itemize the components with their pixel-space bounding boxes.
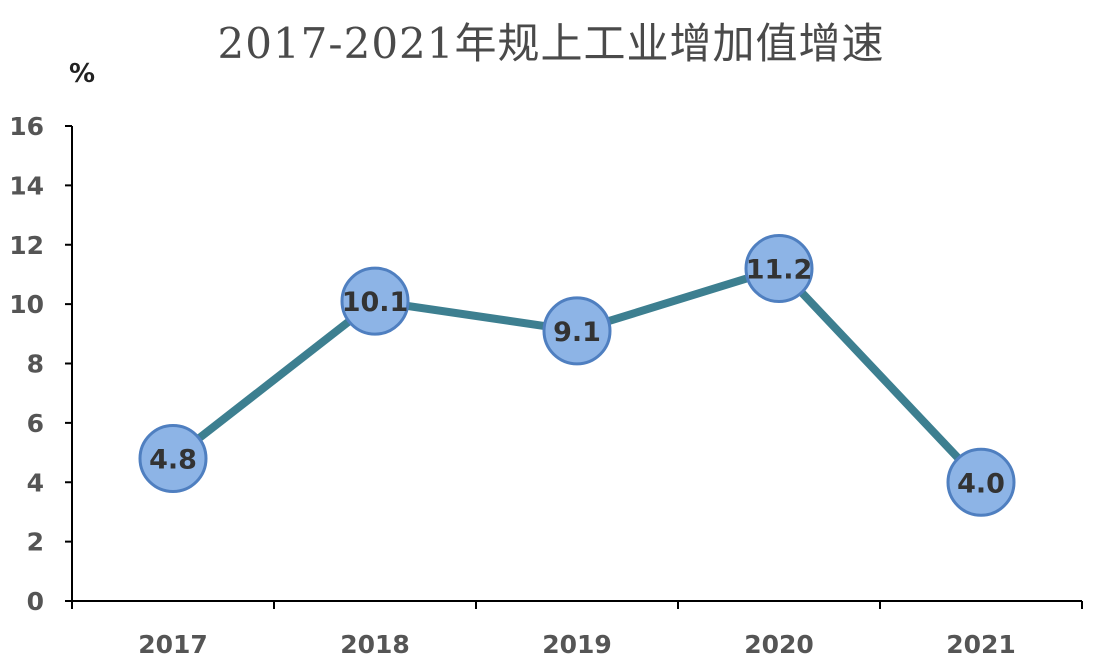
y-tick-label: 2: [27, 528, 44, 557]
data-point-marker: [542, 296, 612, 366]
y-tick-label: 8: [27, 350, 44, 379]
data-point-marker: [946, 447, 1016, 517]
data-point-marker: [744, 234, 814, 303]
x-tick-label: 2018: [340, 630, 410, 659]
y-tick-label: 10: [9, 290, 44, 319]
y-tick-label: 16: [9, 112, 44, 141]
y-tick-label: 14: [9, 171, 44, 200]
data-label: 11.2: [746, 255, 813, 286]
x-tick-label: 2017: [138, 630, 208, 659]
x-tick-label: 2020: [744, 630, 814, 659]
y-tick-label: 6: [27, 409, 44, 438]
data-label: 10.1: [342, 287, 409, 318]
x-tick-label: 2019: [542, 630, 612, 659]
data-point-marker: [138, 424, 208, 493]
x-tick-label: 2021: [946, 630, 1016, 659]
x-axis-ticks: 2017 2018 2019 2020 2021: [71, 601, 1083, 659]
y-tick-label: 4: [27, 468, 44, 497]
y-tick-label: 0: [27, 587, 44, 616]
chart-title: 2017-2021年规上工业增加值增速: [217, 19, 885, 68]
data-label: 4.0: [957, 468, 1005, 499]
markers-group: [138, 234, 1016, 517]
data-label: 4.8: [149, 445, 197, 476]
y-axis-unit-label: %: [69, 59, 95, 89]
data-point-marker: [340, 266, 410, 336]
data-label: 9.1: [553, 317, 601, 348]
y-tick-label: 12: [9, 231, 44, 260]
y-axis-ticks: 0 2 4 6 8 10 12 14 16: [9, 112, 72, 616]
data-labels-group: 4.8 10.1 9.1 11.2 4.0: [149, 255, 1005, 500]
